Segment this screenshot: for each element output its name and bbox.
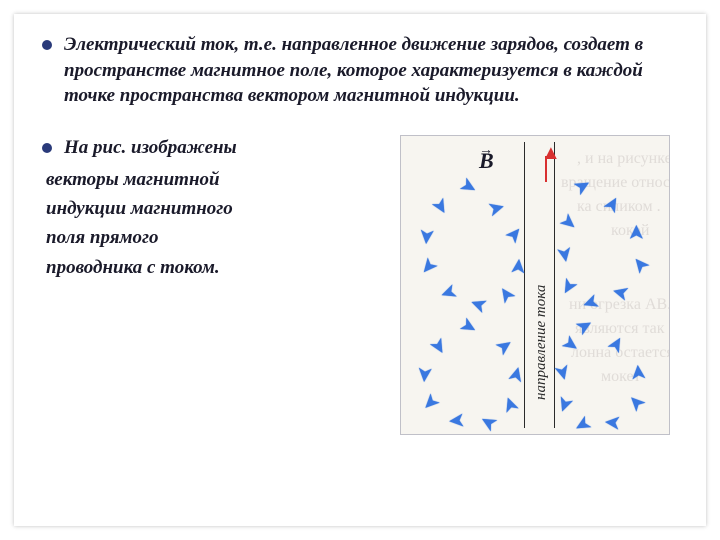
paragraph-1: Электрический ток, т.е. направленное дви…	[64, 32, 678, 109]
paragraph-2-line-2: индукции магнитного	[42, 194, 382, 223]
bullet-2: На рис. изображены	[42, 135, 382, 161]
field-arrow-icon: ➤	[628, 252, 654, 277]
wire-left	[524, 142, 525, 428]
field-arrow-icon: ➤	[477, 410, 501, 435]
field-arrow-icon: ➤	[416, 254, 442, 279]
paragraph-2-line-3: поля прямого	[42, 223, 382, 252]
bullet-dot-icon	[42, 143, 52, 153]
current-arrow-icon: ▲	[541, 142, 561, 165]
field-arrow-icon: ➤	[507, 258, 529, 275]
paragraph-2-lead: На рис. изображены	[64, 135, 382, 161]
field-arrow-icon: ➤	[468, 292, 489, 317]
field-arrow-icon: ➤	[428, 195, 454, 219]
field-arrow-icon: ➤	[498, 394, 523, 415]
paragraph-2-line-1: векторы магнитной	[42, 165, 382, 194]
field-arrow-icon: ➤	[624, 390, 650, 416]
current-direction-label: направление тока	[533, 285, 550, 400]
paragraph-2-line-4: проводника с током.	[42, 253, 382, 282]
field-arrow-icon: ➤	[626, 225, 647, 240]
b-vector-label: B	[479, 148, 494, 174]
field-arrow-icon: ➤	[487, 196, 507, 220]
bullet-1: Электрический ток, т.е. направленное дви…	[42, 32, 678, 109]
field-arrow-icon: ➤	[552, 394, 577, 415]
magnetic-field-figure: → B ▲ направление тока , и на рисунке ав…	[400, 135, 670, 435]
field-arrow-icon: ➤	[492, 333, 516, 359]
paragraph-2-block: На рис. изображены векторы магнитной инд…	[42, 135, 382, 282]
field-arrow-icon: ➤	[556, 275, 582, 299]
field-arrow-icon: ➤	[415, 228, 437, 245]
field-arrow-icon: ➤	[571, 412, 595, 435]
field-arrow-icon: ➤	[413, 366, 435, 383]
slide: Электрический ток, т.е. направленное дви…	[14, 14, 706, 526]
field-arrow-icon: ➤	[627, 364, 649, 381]
figure-ghost-text: , и на рисунке а	[577, 150, 670, 168]
field-arrow-icon: ➤	[553, 245, 576, 264]
field-arrow-icon: ➤	[448, 409, 465, 431]
field-arrow-icon: ➤	[426, 335, 452, 359]
field-arrow-icon: ➤	[494, 282, 520, 306]
field-arrow-icon: ➤	[604, 411, 621, 433]
field-arrow-icon: ➤	[438, 280, 459, 305]
bullet-dot-icon	[42, 40, 52, 50]
row-2: На рис. изображены векторы магнитной инд…	[42, 135, 678, 435]
wire-right	[554, 142, 555, 428]
field-arrow-icon: ➤	[418, 390, 444, 416]
field-arrow-icon: ➤	[457, 314, 481, 340]
field-arrow-icon: ➤	[457, 174, 481, 200]
